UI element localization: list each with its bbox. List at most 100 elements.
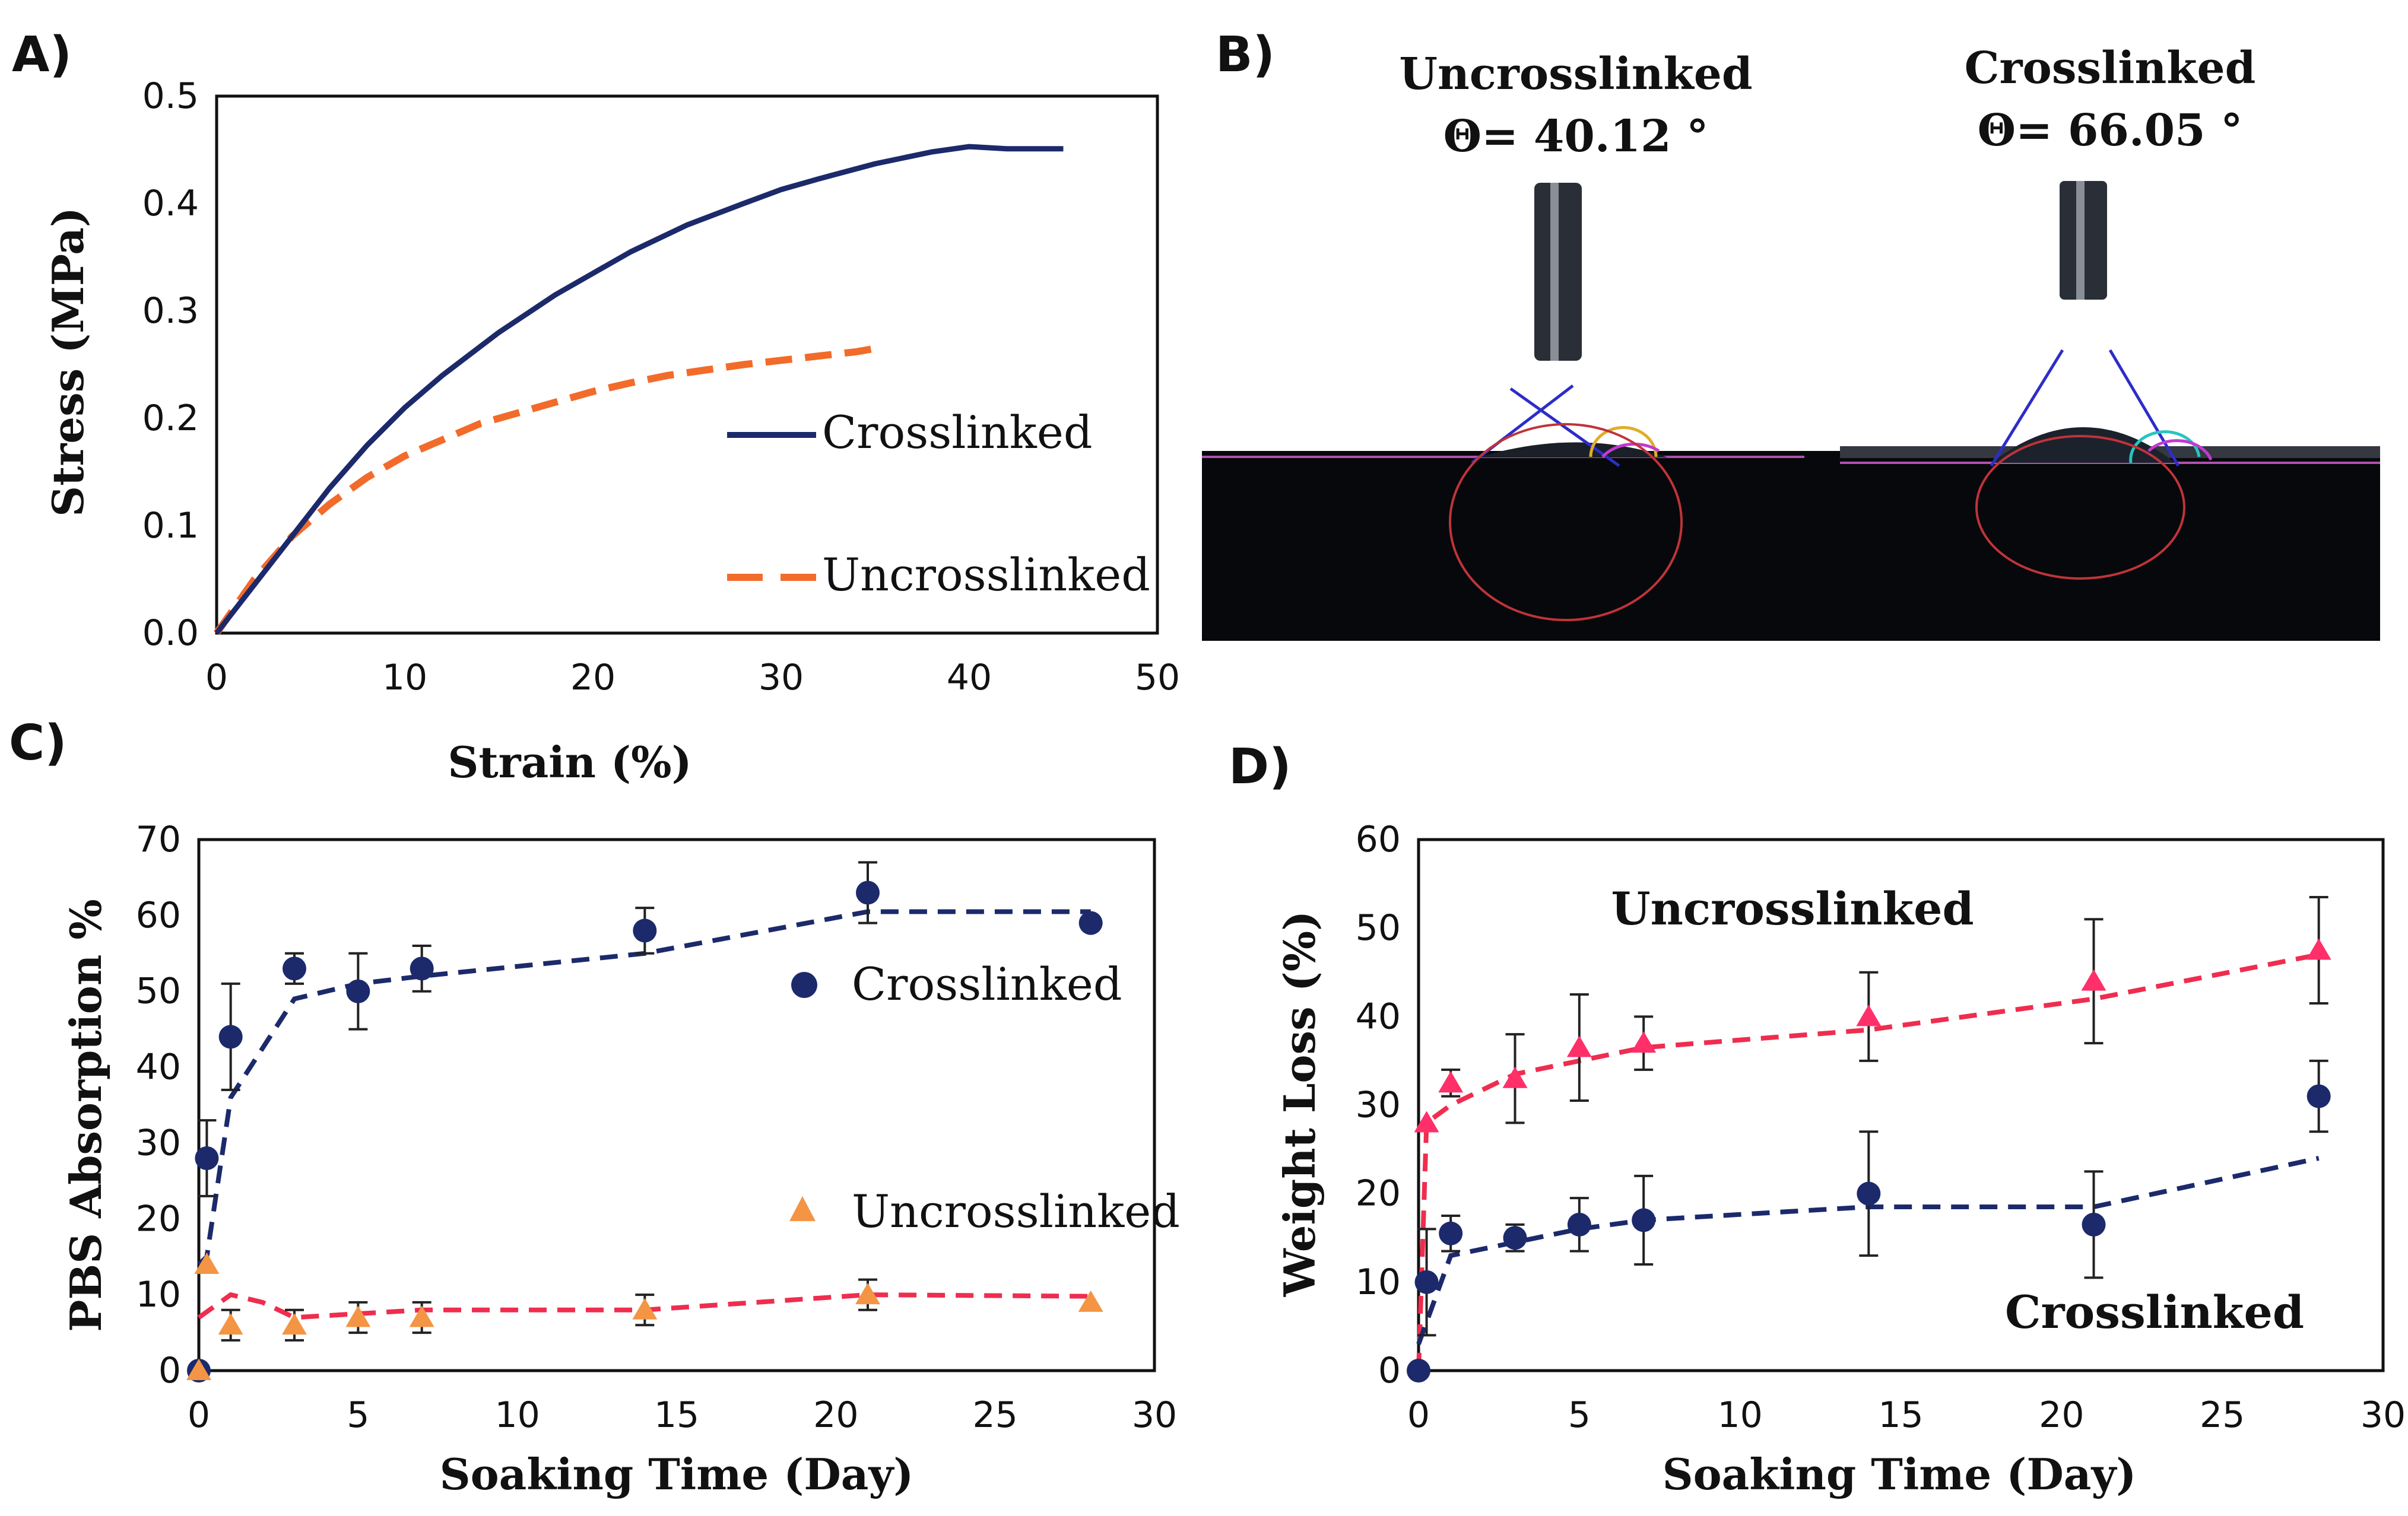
panel-d-x-axis-title: Soaking Time (Day) xyxy=(1663,1449,2137,1499)
panel-c-uncrosslinked-point xyxy=(409,1305,434,1327)
panel-c-y-ticks: 0 10 20 30 40 50 60 70 xyxy=(136,819,181,1391)
panel-a-y-tick-label: 0.5 xyxy=(142,75,199,117)
panel-a-x-tick-label: 30 xyxy=(759,657,804,698)
crosslinked-angle-arc-outer xyxy=(2147,439,2213,460)
panel-a-series xyxy=(214,144,1064,635)
panel-d-y-tick-label: 30 xyxy=(1356,1085,1401,1126)
crosslinked-fit-circle xyxy=(1975,435,2185,580)
uncrosslinked-droplet-photo xyxy=(1202,183,1807,641)
panel-d-weight-loss-chart: D) 0 10 20 30 40 50 60 0 5 10 15 20 25 30 Soaking Ti… xyxy=(1229,739,2406,1499)
panel-d-crosslinked-point xyxy=(2307,1084,2331,1108)
panel-c-label: C) xyxy=(9,715,67,771)
uncrosslinked-angle-arc-inner xyxy=(1589,426,1658,457)
panel-d-crosslinked-point xyxy=(1414,1270,1439,1294)
panel-d-crosslinked-point xyxy=(1567,1212,1591,1237)
panel-d-crosslinked-point xyxy=(1857,1181,1881,1206)
panel-d-x-tick-label: 15 xyxy=(1878,1394,1923,1436)
panel-d-y-tick-label: 10 xyxy=(1356,1261,1401,1303)
panel-d-crosslinked-point xyxy=(1439,1221,1463,1245)
panel-d-crosslinked-point xyxy=(1632,1208,1656,1232)
panel-a-y-ticks: 0.0 0.1 0.2 0.3 0.4 0.5 xyxy=(142,75,199,654)
panel-c-y-axis-title: PBS Absorption % xyxy=(61,899,111,1332)
uncrosslinked-substrate xyxy=(1202,451,1807,641)
panel-c-uncrosslinked-point xyxy=(855,1283,880,1305)
uncrosslinked-angle-arc-outer xyxy=(1601,442,1660,458)
panel-d-crosslinked-point xyxy=(1503,1226,1527,1250)
crosslinked-photo-title: Crosslinked xyxy=(1965,43,2256,94)
panel-c-y-tick-label: 20 xyxy=(136,1198,181,1240)
panel-d-uncrosslinked-point xyxy=(1856,1005,1882,1026)
panel-a-x-tick-label: 40 xyxy=(947,657,992,698)
panel-c-crosslinked-point xyxy=(346,979,370,1003)
uncrosslinked-tangent-line-1 xyxy=(1509,387,1620,468)
panel-d-crosslinked-point xyxy=(2082,1212,2106,1237)
panel-c-x-axis-title: Soaking Time (Day) xyxy=(440,1449,914,1499)
panel-c-x-tick-label: 5 xyxy=(347,1394,369,1436)
panel-d-x-tick-label: 5 xyxy=(1568,1394,1591,1436)
panel-d-label: D) xyxy=(1229,739,1292,795)
panel-d-x-tick-label: 30 xyxy=(2361,1394,2406,1436)
panel-c-crosslinked-point xyxy=(218,1025,243,1049)
uncrosslinked-fit-circle xyxy=(1449,423,1683,621)
panel-c-x-ticks: 0 5 10 15 20 25 30 xyxy=(188,1394,1177,1436)
panel-a-y-tick-label: 0.3 xyxy=(142,290,199,332)
panel-a-x-ticks: 0 10 20 30 40 50 xyxy=(205,657,1180,698)
crosslinked-tangent-line-2 xyxy=(2108,349,2180,467)
panel-c-y-tick-label: 40 xyxy=(136,1047,181,1088)
panel-c-y-tick-label: 0 xyxy=(158,1350,181,1391)
crosslinked-tangent-line-1 xyxy=(1990,349,2064,467)
panel-b-contact-angle-photos: B) Uncrosslinked xyxy=(1202,27,2380,641)
panel-c-y-tick-label: 30 xyxy=(136,1122,181,1164)
uncrosslinked-contact-angle: Θ= 40.12 ° xyxy=(1443,111,1709,162)
panel-c-crosslinked-point xyxy=(633,919,657,943)
panel-d-y-tick-label: 40 xyxy=(1356,996,1401,1037)
panel-d-uncrosslinked-annotation: Uncrosslinked xyxy=(1611,882,1974,935)
panel-c-pbs-absorption-chart: C) 0 10 20 30 40 50 60 70 0 5 10 15 20 25 30 Soaking … xyxy=(9,715,1180,1499)
panel-c-legend-uncrosslinked-label: Uncrosslinked xyxy=(852,1185,1180,1238)
panel-d-y-tick-label: 50 xyxy=(1356,907,1401,949)
panel-a-y-tick-label: 0.0 xyxy=(142,612,199,654)
panel-c-x-tick-label: 25 xyxy=(972,1394,1017,1436)
panel-d-uncrosslinked-point xyxy=(1631,1031,1657,1053)
crosslinked-needle-highlight xyxy=(2076,181,2085,300)
panel-d-crosslinked-annotation: Crosslinked xyxy=(2005,1286,2304,1339)
panel-d-plot-frame xyxy=(1417,838,2385,1372)
panel-c-uncrosslinked-point xyxy=(194,1253,220,1274)
panel-a-x-tick-label: 20 xyxy=(570,657,616,698)
panel-a-x-axis-title: Strain (%) xyxy=(448,737,691,787)
panel-c-x-tick-label: 15 xyxy=(654,1394,699,1436)
panel-a-crosslinked-line xyxy=(214,144,1064,635)
uncrosslinked-needle-highlight xyxy=(1550,183,1559,361)
panel-a-y-tick-label: 0.4 xyxy=(142,183,199,224)
panel-d-crosslinked-trend-line xyxy=(1416,1156,2320,1345)
crosslinked-droplet-photo xyxy=(1804,181,2380,641)
crosslinked-droplet xyxy=(1991,427,2175,463)
panel-c-x-tick-label: 20 xyxy=(813,1394,858,1436)
panel-d-uncrosslinked-point xyxy=(1414,1111,1439,1133)
panel-d-y-tick-label: 0 xyxy=(1378,1350,1401,1391)
crosslinked-substrate xyxy=(1804,451,2380,641)
panel-b-label: B) xyxy=(1216,27,1275,83)
panel-d-uncrosslinked-point xyxy=(1438,1071,1464,1093)
panel-c-legend-crosslinked-label: Crosslinked xyxy=(852,958,1122,1010)
panel-c-plot-frame xyxy=(197,838,1156,1372)
panel-d-x-tick-label: 25 xyxy=(2200,1394,2245,1436)
panel-d-uncrosslinked-point xyxy=(2306,938,2331,960)
panel-c-y-tick-label: 10 xyxy=(136,1274,181,1315)
panel-a-uncrosslinked-line xyxy=(214,345,876,635)
panel-a-y-axis-title: Stress (MPa) xyxy=(43,207,93,517)
panel-c-series xyxy=(186,861,1103,1382)
panel-c-uncrosslinked-point xyxy=(282,1313,307,1335)
panel-c-legend-crosslinked-marker xyxy=(791,972,817,998)
panel-c-crosslinked-point xyxy=(283,956,306,981)
panel-c-crosslinked-point xyxy=(1078,911,1103,935)
panel-a-y-tick-label: 0.1 xyxy=(142,505,199,546)
panel-d-y-tick-label: 60 xyxy=(1356,819,1401,860)
panel-d-y-axis-title: Weight Loss (%) xyxy=(1274,911,1325,1298)
panel-c-uncrosslinked-point xyxy=(1078,1290,1103,1312)
panel-a-stress-strain-chart: A) 0.0 0.1 0.2 0.3 0.4 0.5 0 10 20 30 40 50 Strain… xyxy=(12,27,1180,787)
panel-c-legend-uncrosslinked-marker xyxy=(789,1196,816,1221)
panel-d-uncrosslinked-point xyxy=(1566,1035,1592,1057)
panel-c-x-tick-label: 10 xyxy=(494,1394,540,1436)
panel-c-y-tick-label: 50 xyxy=(136,971,181,1012)
